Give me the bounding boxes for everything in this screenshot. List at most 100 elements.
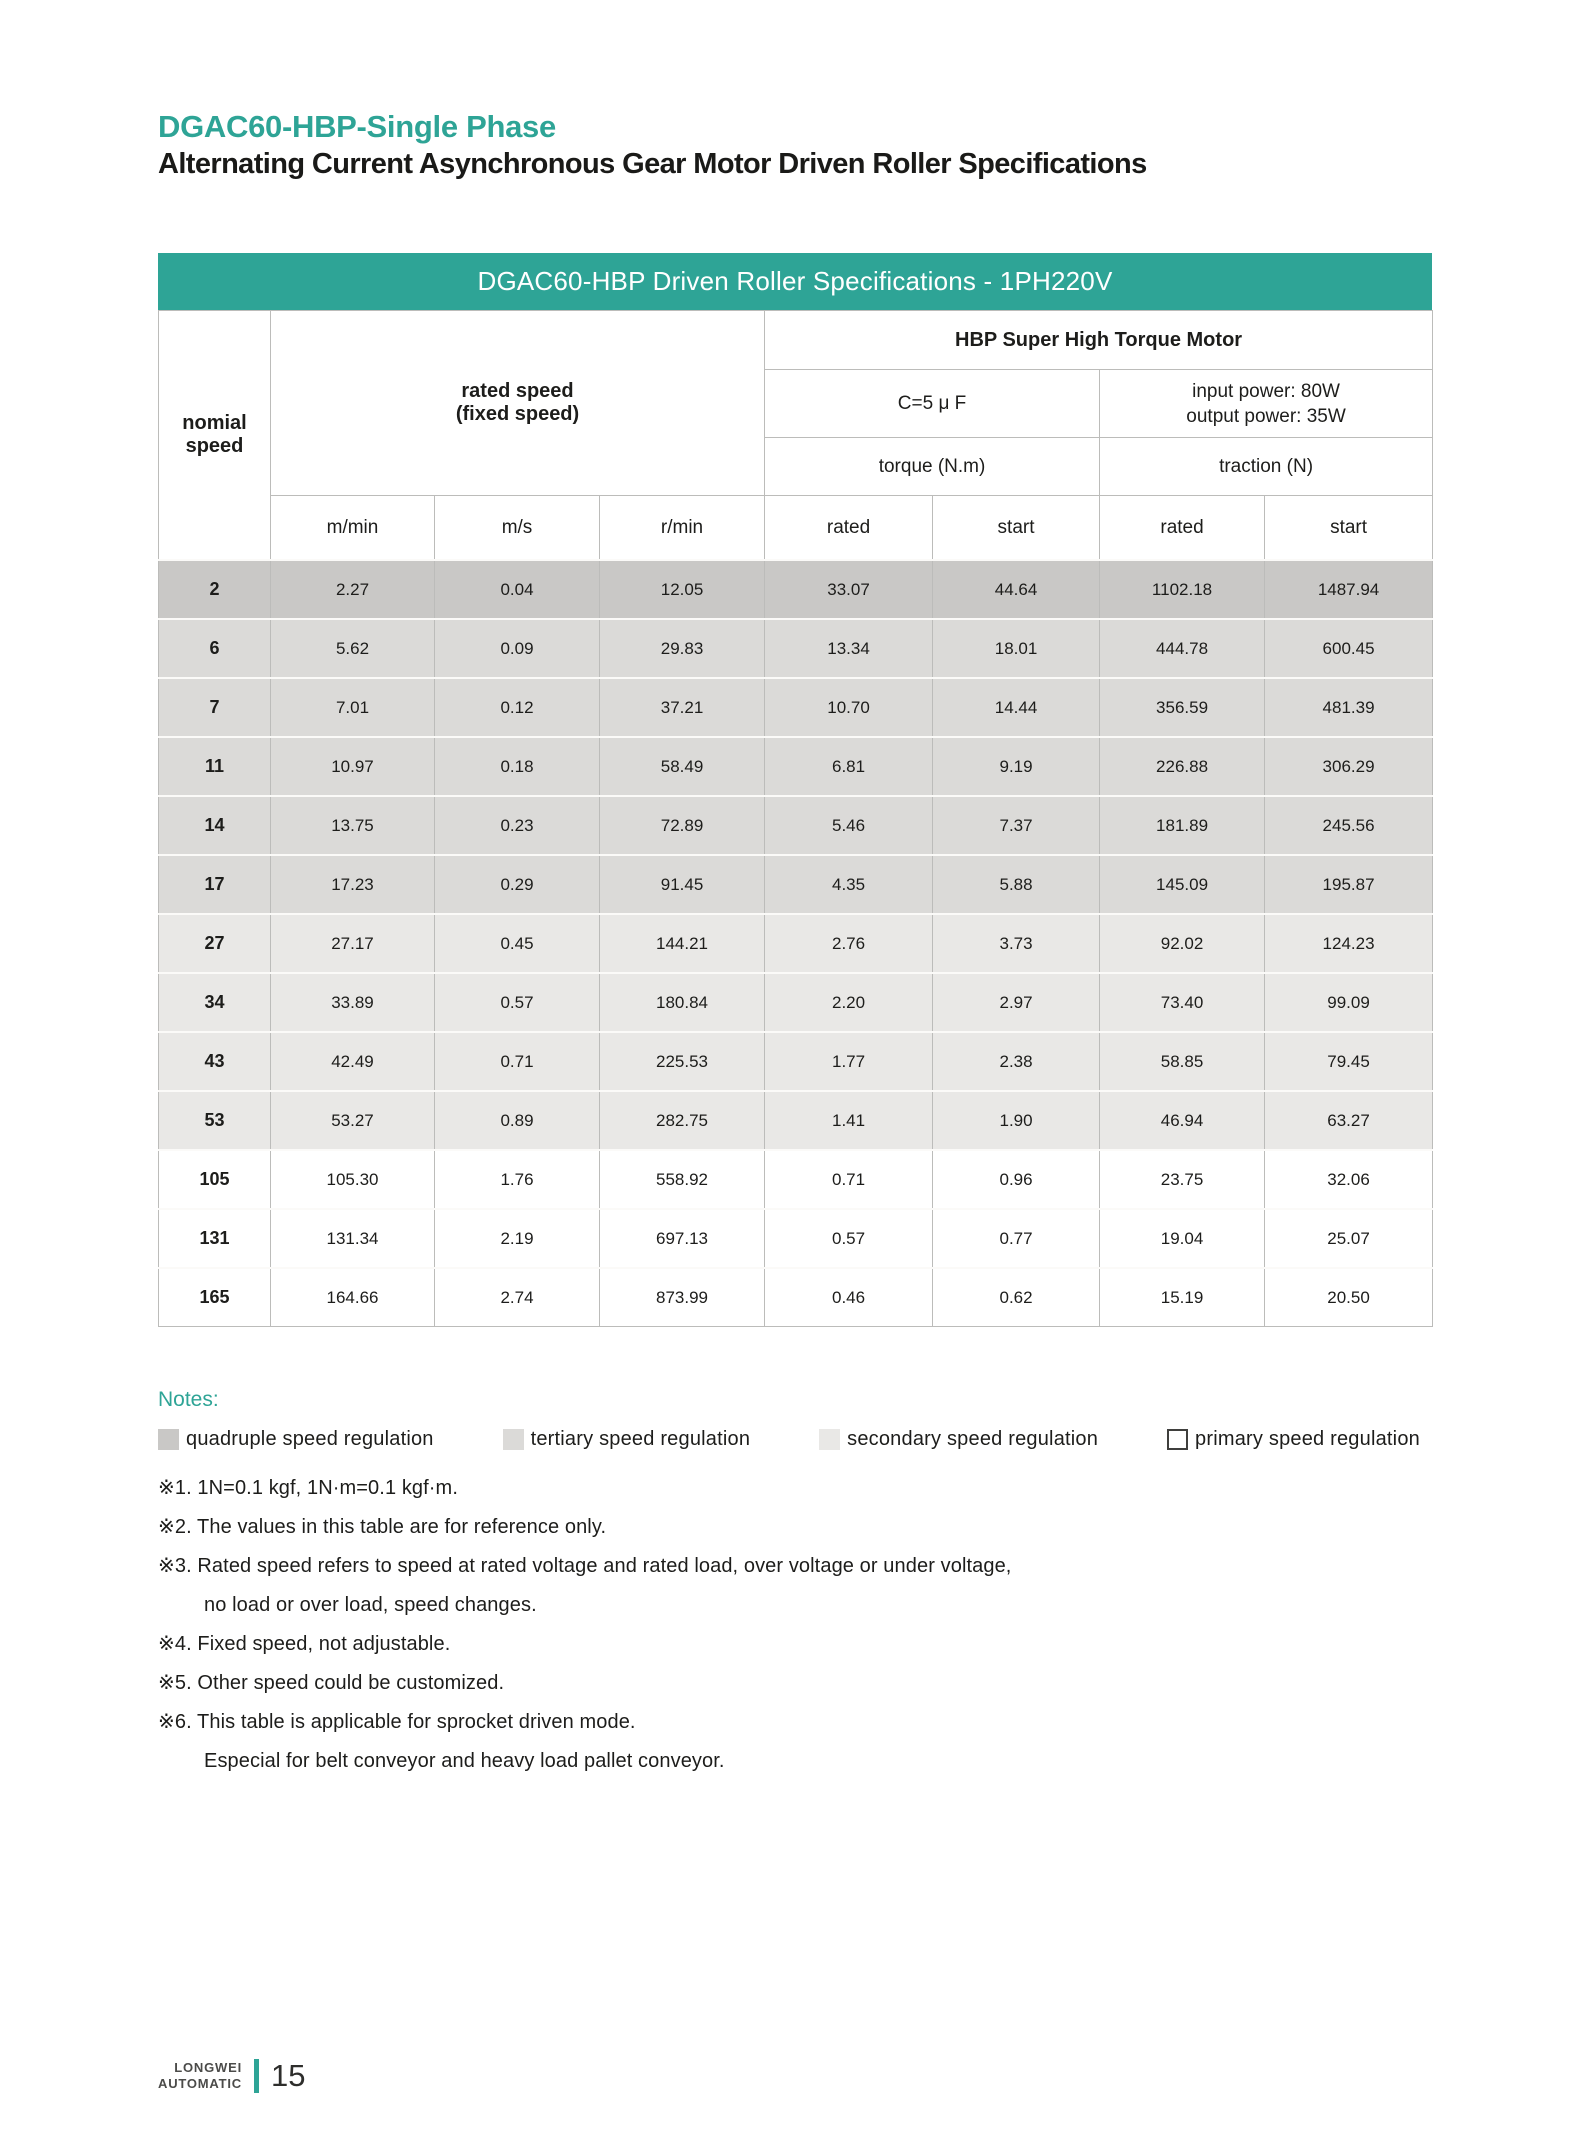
- nominal-speed-cell: 11: [158, 736, 271, 797]
- value-cell: 0.89: [434, 1090, 600, 1151]
- value-cell: 44.64: [932, 559, 1101, 620]
- value-cell: 46.94: [1099, 1090, 1266, 1151]
- brand-line1: LONGWEI: [174, 2060, 242, 2075]
- note-line: ※4. Fixed speed, not adjustable.: [158, 1633, 451, 1655]
- value-cell: 0.46: [764, 1267, 934, 1327]
- nominal-speed-cell: 27: [158, 913, 271, 974]
- value-cell: 7.01: [270, 677, 435, 738]
- value-cell: 79.45: [1264, 1031, 1434, 1092]
- header-unit-cell: r/min: [598, 495, 766, 561]
- note-line: ※5. Other speed could be customized.: [158, 1672, 505, 1694]
- table-row: 27 27.17 0.45 144.21 2.76 3.73 92.02 124.23: [158, 913, 1434, 974]
- value-cell: 195.87: [1264, 854, 1434, 915]
- value-cell: 282.75: [598, 1090, 766, 1151]
- value-cell: 0.57: [434, 972, 600, 1033]
- legend-swatch-primary: [1167, 1429, 1189, 1450]
- table-caption: DGAC60-HBP Driven Roller Specifications …: [158, 253, 1432, 310]
- value-cell: 181.89: [1099, 795, 1266, 856]
- header-unit-cell: m/min: [270, 495, 435, 561]
- nominal-speed-cell: 2: [158, 559, 271, 620]
- notes-list: ※1. 1N=0.1 kgf, 1N·m=0.1 kgf·m. ※2. The v…: [158, 1469, 1434, 1781]
- value-cell: 0.71: [764, 1149, 934, 1210]
- header-unit-cell: start: [1264, 495, 1434, 561]
- value-cell: 42.49: [270, 1031, 435, 1092]
- value-cell: 0.45: [434, 913, 600, 974]
- value-cell: 2.38: [932, 1031, 1101, 1092]
- brand-logo-text: LONGWEI AUTOMATIC: [158, 2060, 242, 2092]
- value-cell: 6.81: [764, 736, 934, 797]
- value-cell: 1.41: [764, 1090, 934, 1151]
- header-unit-cell: rated: [1099, 495, 1266, 561]
- value-cell: 92.02: [1099, 913, 1266, 974]
- value-cell: 0.18: [434, 736, 600, 797]
- header-unit-cell: m/s: [434, 495, 600, 561]
- legend-label: secondary speed regulation: [847, 1428, 1099, 1450]
- header-unit-cell: rated: [764, 495, 934, 561]
- value-cell: 2.97: [932, 972, 1101, 1033]
- page-heading: DGAC60-HBP-Single Phase Alternating Curr…: [158, 108, 1147, 183]
- value-cell: 145.09: [1099, 854, 1266, 915]
- page-title: DGAC60-HBP-Single Phase: [158, 109, 556, 144]
- value-cell: 600.45: [1264, 618, 1434, 679]
- value-cell: 1.90: [932, 1090, 1101, 1151]
- spec-table-body: 2 2.27 0.04 12.05 33.07 44.64 1102.18 1487.94 6 5…: [158, 559, 1434, 1327]
- value-cell: 0.71: [434, 1031, 600, 1092]
- header-units-row: m/min m/s r/min rated start rated start: [159, 495, 1434, 561]
- header-rated-speed: rated speed (fixed speed): [269, 310, 766, 496]
- page-number: 15: [271, 2058, 306, 2093]
- value-cell: 1.77: [764, 1031, 934, 1092]
- value-cell: 306.29: [1264, 736, 1434, 797]
- note-line: ※1. 1N=0.1 kgf, 1N·m=0.1 kgf·m.: [158, 1477, 458, 1499]
- table-row: 34 33.89 0.57 180.84 2.20 2.97 73.40 99.09: [158, 972, 1434, 1033]
- value-cell: 5.46: [764, 795, 934, 856]
- table-row: 17 17.23 0.29 91.45 4.35 5.88 145.09 195.87: [158, 854, 1434, 915]
- value-cell: 5.62: [270, 618, 435, 679]
- page-footer: LONGWEI AUTOMATIC 15: [158, 2058, 305, 2094]
- value-cell: 12.05: [598, 559, 766, 620]
- header-nominal-speed-line1: nomial: [182, 412, 247, 434]
- header-torque-group: torque (N.m): [764, 437, 1101, 496]
- value-cell: 180.84: [598, 972, 766, 1033]
- table-row: 2 2.27 0.04 12.05 33.07 44.64 1102.18 1487.94: [158, 559, 1434, 620]
- value-cell: 18.01: [932, 618, 1101, 679]
- value-cell: 131.34: [270, 1208, 435, 1269]
- legend-swatch-quadruple: [158, 1429, 179, 1450]
- nominal-speed-cell: 6: [158, 618, 271, 679]
- brand-line2: AUTOMATIC: [158, 2076, 242, 2091]
- value-cell: 558.92: [598, 1149, 766, 1210]
- header-unit-cell: start: [932, 495, 1101, 561]
- value-cell: 124.23: [1264, 913, 1434, 974]
- page-subtitle: Alternating Current Asynchronous Gear Mo…: [158, 148, 1147, 180]
- legend-item: secondary speed regulation: [819, 1428, 1098, 1451]
- legend-item: tertiary speed regulation: [502, 1428, 751, 1451]
- footer-divider: [254, 2059, 259, 2093]
- value-cell: 2.19: [434, 1208, 600, 1269]
- value-cell: 23.75: [1099, 1149, 1266, 1210]
- table-row: 131 131.34 2.19 697.13 0.57 0.77 19.04 25.07: [158, 1208, 1434, 1269]
- header-nominal-speed: nomial speed: [158, 310, 271, 561]
- value-cell: 33.89: [270, 972, 435, 1033]
- notes-section: Notes: quadruple speed regulation tertiar…: [158, 1388, 1434, 1781]
- value-cell: 0.77: [932, 1208, 1101, 1269]
- value-cell: 63.27: [1264, 1090, 1434, 1151]
- nominal-speed-cell: 53: [158, 1090, 271, 1151]
- header-power: input power: 80W output power: 35W: [1099, 369, 1434, 438]
- legend-item: primary speed regulation: [1167, 1428, 1420, 1451]
- value-cell: 144.21: [598, 913, 766, 974]
- nominal-speed-cell: 165: [158, 1267, 271, 1327]
- note-line: Especial for belt conveyor and heavy loa…: [204, 1750, 725, 1772]
- legend-label: tertiary speed regulation: [530, 1428, 751, 1450]
- value-cell: 37.21: [598, 677, 766, 738]
- value-cell: 1102.18: [1099, 559, 1266, 620]
- value-cell: 72.89: [598, 795, 766, 856]
- value-cell: 2.20: [764, 972, 934, 1033]
- note-line: no load or over load, speed changes.: [204, 1594, 537, 1616]
- header-rated-speed-line2: (fixed speed): [455, 403, 580, 425]
- nominal-speed-cell: 17: [158, 854, 271, 915]
- header-rated-speed-line1: rated speed: [461, 380, 574, 402]
- header-output-power: output power: 35W: [1186, 405, 1346, 427]
- value-cell: 245.56: [1264, 795, 1434, 856]
- value-cell: 27.17: [270, 913, 435, 974]
- value-cell: 164.66: [270, 1267, 435, 1327]
- value-cell: 697.13: [598, 1208, 766, 1269]
